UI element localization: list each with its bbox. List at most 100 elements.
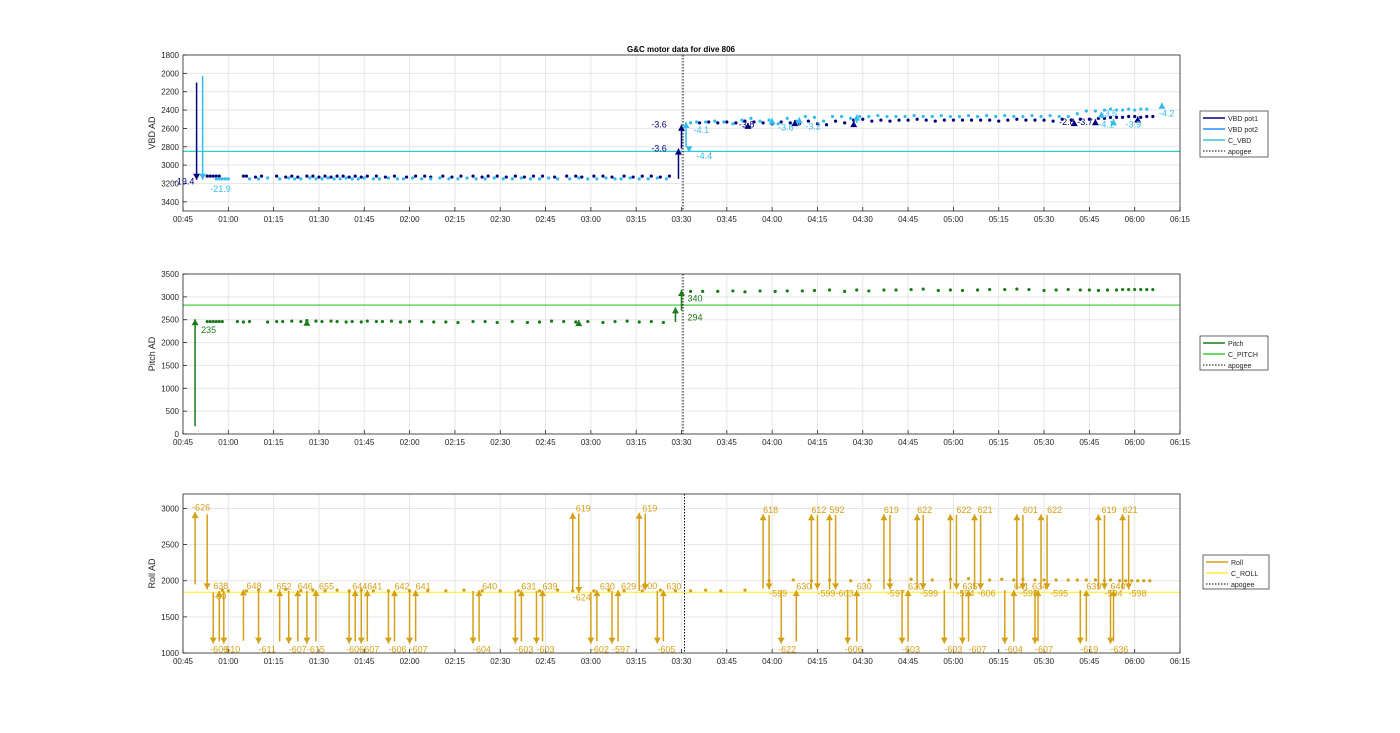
data-point bbox=[359, 588, 363, 592]
x-tick-label: 02:00 bbox=[400, 215, 421, 224]
data-point bbox=[356, 177, 360, 181]
data-point bbox=[966, 576, 971, 581]
data-point bbox=[640, 589, 644, 593]
data-point bbox=[235, 319, 239, 324]
x-tick-label: 05:15 bbox=[989, 657, 1010, 666]
data-point bbox=[1078, 288, 1082, 292]
data-point bbox=[930, 114, 934, 119]
data-point bbox=[1127, 107, 1131, 111]
legend-label: apogee bbox=[1228, 363, 1251, 370]
data-point bbox=[640, 174, 644, 178]
data-point bbox=[882, 288, 886, 292]
move-arrow-head bbox=[791, 120, 799, 127]
move-label: -4.2 bbox=[1159, 109, 1175, 119]
move-label: -636 bbox=[1111, 644, 1129, 654]
data-point bbox=[716, 121, 720, 125]
data-point bbox=[824, 123, 829, 127]
move-label: 630 bbox=[857, 582, 872, 592]
data-point bbox=[1124, 579, 1128, 583]
move-label: -606 bbox=[845, 644, 863, 654]
move-arrow-head bbox=[469, 637, 477, 644]
move-arrow-head bbox=[1091, 119, 1099, 126]
x-tick-label: 06:15 bbox=[1170, 215, 1191, 224]
y-tick-label: 3500 bbox=[161, 270, 179, 279]
x-tick-label: 05:30 bbox=[1034, 438, 1055, 447]
data-point bbox=[371, 177, 375, 181]
move-arrow-head bbox=[593, 590, 601, 597]
data-point bbox=[879, 118, 883, 122]
data-point bbox=[580, 175, 584, 179]
data-point bbox=[411, 176, 415, 180]
move-label: 621 bbox=[978, 505, 993, 515]
data-point bbox=[275, 174, 279, 178]
x-tick-label: 05:00 bbox=[943, 215, 964, 224]
y-tick-label: 1000 bbox=[161, 649, 179, 658]
move-label: 641 bbox=[416, 582, 431, 592]
data-point bbox=[1057, 114, 1061, 119]
data-point bbox=[546, 176, 551, 180]
data-point bbox=[365, 319, 369, 323]
data-point bbox=[610, 175, 614, 179]
x-tick-label: 01:30 bbox=[309, 657, 330, 666]
data-point bbox=[806, 119, 810, 123]
data-point bbox=[350, 177, 354, 181]
data-point bbox=[244, 174, 249, 178]
data-point bbox=[897, 118, 901, 122]
data-point bbox=[1030, 113, 1034, 118]
data-point bbox=[752, 120, 756, 124]
data-point bbox=[296, 175, 300, 179]
data-point bbox=[951, 118, 956, 122]
move-label: 619 bbox=[642, 503, 657, 513]
data-point bbox=[933, 119, 937, 123]
data-point bbox=[637, 320, 641, 324]
y-tick-label: 1000 bbox=[161, 384, 179, 393]
x-tick-label: 04:45 bbox=[898, 215, 919, 224]
move-arrow-head bbox=[276, 590, 284, 597]
data-point bbox=[223, 177, 227, 181]
data-point bbox=[565, 174, 569, 178]
data-point bbox=[843, 121, 847, 125]
data-point bbox=[383, 175, 388, 179]
y-axis-label: Pitch AD bbox=[147, 336, 157, 371]
data-point bbox=[803, 114, 807, 119]
move-label: -604 bbox=[473, 644, 491, 654]
move-label: 644 bbox=[352, 582, 367, 592]
y-tick-label: 500 bbox=[166, 407, 180, 416]
move-label: -597 bbox=[612, 644, 630, 654]
data-point bbox=[299, 589, 303, 593]
move-arrow-head bbox=[807, 514, 815, 521]
data-point bbox=[1093, 578, 1098, 582]
move-label: -598 bbox=[1020, 589, 1038, 599]
data-point bbox=[840, 114, 844, 119]
legend-label: VBD pot2 bbox=[1228, 127, 1258, 134]
move-arrow-head bbox=[641, 584, 649, 591]
move-arrow-head bbox=[795, 117, 803, 124]
x-tick-label: 02:45 bbox=[536, 657, 557, 666]
move-arrow-head bbox=[971, 514, 979, 521]
move-arrow-head bbox=[826, 514, 834, 521]
x-tick-label: 04:00 bbox=[762, 438, 783, 447]
x-tick-label: 03:30 bbox=[671, 438, 692, 447]
data-point bbox=[429, 177, 433, 181]
data-point bbox=[698, 121, 702, 125]
y-tick-label: 2800 bbox=[161, 143, 179, 152]
data-point bbox=[1069, 118, 1073, 122]
move-arrow-head bbox=[191, 319, 199, 326]
data-point bbox=[613, 177, 617, 181]
data-point bbox=[1042, 578, 1046, 582]
data-point bbox=[516, 589, 520, 593]
data-point bbox=[812, 115, 817, 119]
move-arrow-head bbox=[965, 590, 973, 597]
x-tick-label: 02:15 bbox=[445, 438, 466, 447]
move-label: 630 bbox=[600, 582, 615, 592]
data-point bbox=[456, 177, 460, 181]
move-label: 646 bbox=[298, 582, 313, 592]
data-point bbox=[314, 319, 318, 323]
data-point bbox=[749, 116, 753, 120]
y-tick-label: 2400 bbox=[161, 106, 179, 115]
data-point bbox=[649, 319, 653, 324]
move-arrow-head bbox=[1037, 514, 1045, 521]
move-arrow-head bbox=[904, 590, 912, 597]
data-point bbox=[486, 174, 490, 178]
x-tick-label: 04:00 bbox=[762, 657, 783, 666]
